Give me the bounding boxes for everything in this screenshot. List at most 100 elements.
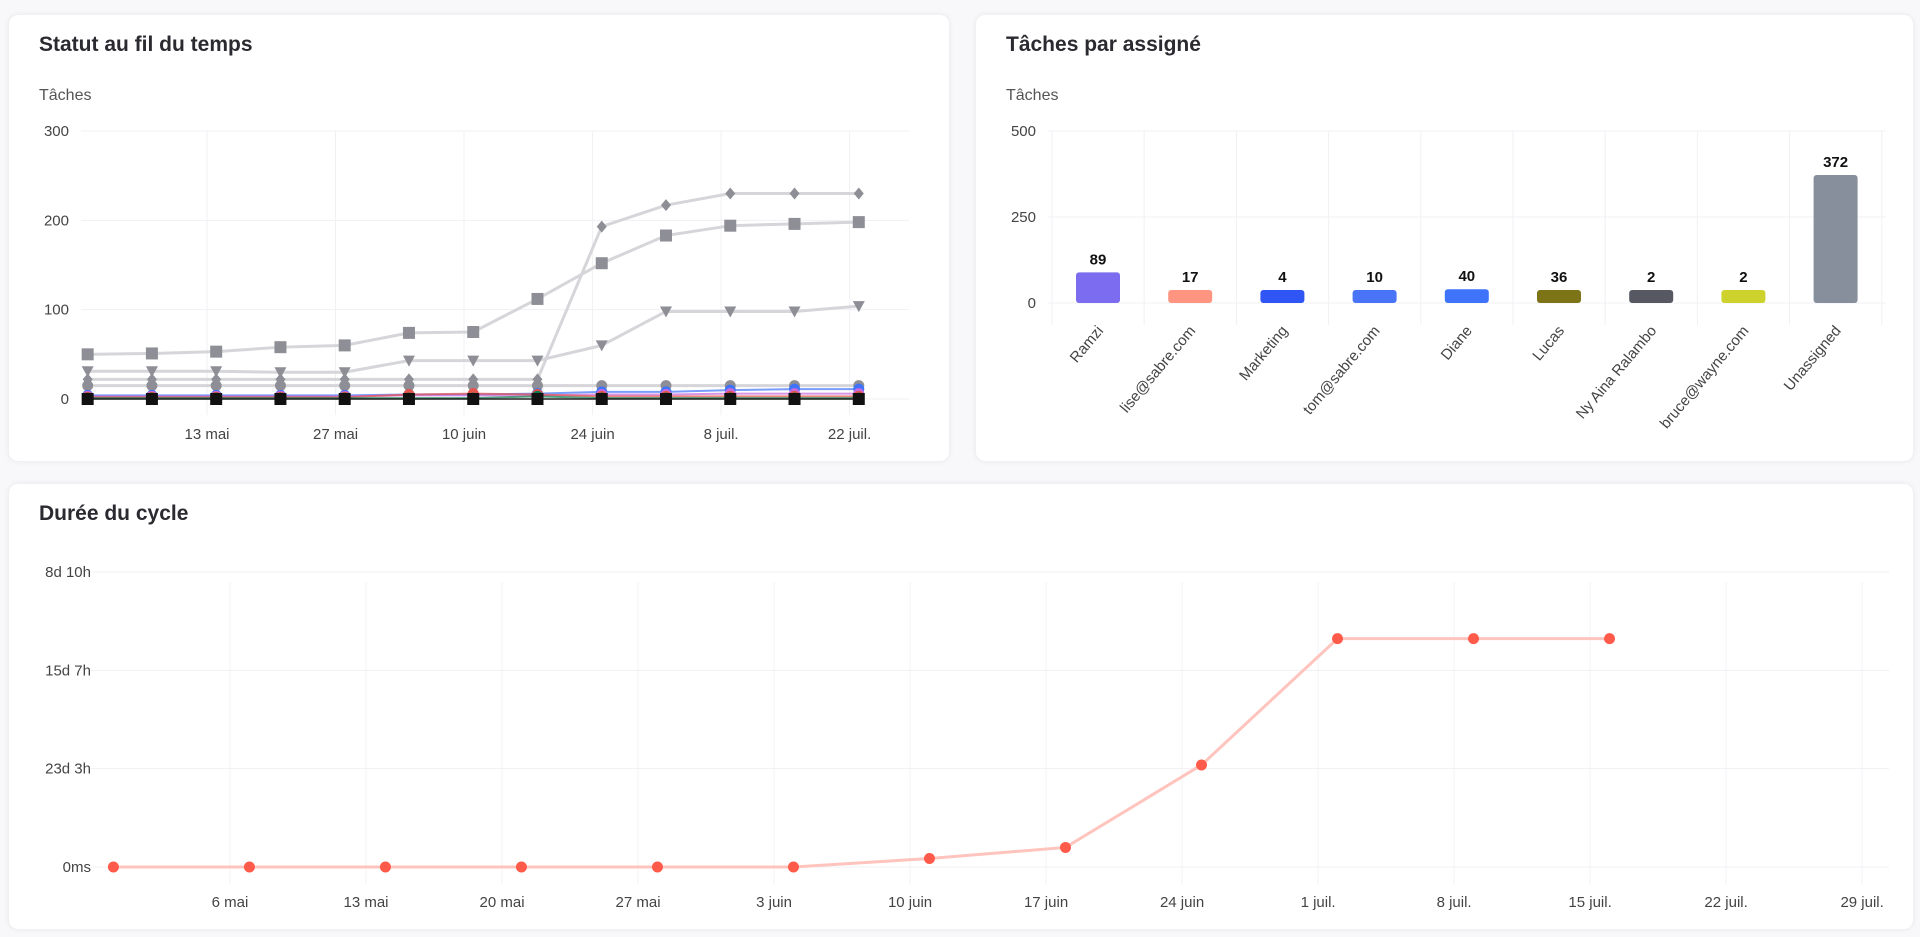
data-point-square (210, 345, 223, 358)
data-point-square (274, 341, 287, 354)
data-point (1468, 633, 1480, 645)
x-tick-label: 29 juil. (1840, 894, 1883, 911)
y-tick-label: 0 (61, 391, 69, 408)
y-tick-label: 23d 3h (45, 761, 91, 778)
y-axis-unit-label: Tâches (39, 87, 92, 104)
data-point-square (788, 393, 801, 405)
bar (1721, 290, 1766, 303)
data-point (243, 861, 255, 873)
bar (1813, 175, 1858, 303)
y-tick-label: 250 (1011, 209, 1036, 226)
bar (1260, 290, 1305, 303)
card-title: Durée du cycle (39, 502, 189, 525)
card-title: Statut au fil du temps (39, 33, 253, 56)
data-point-square (531, 393, 544, 405)
cycle-time-line-chart: 6 mai 13 mai 20 mai 27 mai 3 juin 10 juin 17 j… (45, 564, 1889, 911)
data-point (339, 380, 351, 392)
x-category-label: tom@sabre.com (1300, 323, 1384, 418)
data-point-square (402, 393, 415, 405)
data-point-square (338, 339, 351, 352)
y-tick-label: 300 (44, 123, 69, 140)
data-point (515, 861, 527, 873)
data-point-square (145, 347, 158, 360)
data-point-square (338, 393, 351, 405)
y-tick-label: 0 (1028, 295, 1036, 312)
data-point-triangle (724, 306, 737, 318)
x-tick-label: 1 juil. (1301, 894, 1336, 911)
bar (1352, 290, 1397, 303)
x-tick-label: 24 juin (1160, 894, 1204, 911)
data-point-square (724, 219, 737, 232)
x-tick-label: 22 juil. (1704, 894, 1747, 911)
bar-data-label: 89 (1090, 251, 1107, 268)
bar (1629, 290, 1674, 303)
data-point-square (145, 393, 158, 405)
data-point-square (724, 393, 737, 405)
data-point-diamond (789, 187, 800, 200)
data-point-triangle (595, 340, 608, 352)
data-point-triangle (274, 367, 287, 379)
x-tick-label: 8 juil. (1437, 894, 1472, 911)
data-point (403, 380, 415, 392)
x-tick-label: 6 mai (212, 894, 249, 911)
bar-data-label: 4 (1278, 269, 1287, 286)
y-tick-label: 500 (1011, 123, 1036, 140)
bar (1168, 290, 1213, 303)
y-tick-label: 100 (44, 302, 69, 319)
data-point-triangle (788, 306, 801, 318)
data-point-diamond (725, 187, 736, 200)
card-title: Tâches par assigné (1006, 33, 1201, 56)
x-category-label: Diane (1438, 323, 1476, 364)
data-point (1604, 633, 1616, 645)
bar (1444, 289, 1489, 303)
bar-data-label: 10 (1366, 269, 1383, 286)
y-axis-unit-label: Tâches (1006, 87, 1059, 104)
bar-data-label: 40 (1458, 268, 1475, 285)
data-point-square (660, 229, 672, 242)
data-point-triangle (852, 301, 865, 313)
bar-data-label: 372 (1823, 154, 1848, 171)
x-category-label: Marketing (1236, 323, 1291, 384)
data-point-triangle (531, 355, 544, 367)
data-point-square (595, 393, 608, 405)
data-point (210, 380, 222, 392)
bar (1076, 272, 1120, 303)
data-point (1196, 759, 1207, 771)
data-point (274, 380, 286, 392)
data-point-square (81, 393, 94, 405)
status-over-time-card: Statut au fil du temps Tâches 13 mai 27 m… (8, 14, 950, 462)
data-point-diamond (596, 220, 607, 233)
data-point-triangle (402, 355, 415, 367)
data-point-square (274, 393, 287, 405)
y-tick-label: 8d 10h (45, 564, 91, 581)
bar (1537, 290, 1581, 303)
x-tick-label: 3 juin (756, 894, 792, 911)
x-tick-label: 24 juin (570, 426, 614, 443)
x-tick-label: 17 juin (1024, 894, 1068, 911)
data-point-square (210, 393, 223, 405)
data-point-square (467, 326, 480, 338)
x-category-label: Unassigned (1781, 323, 1845, 395)
x-tick-label: 10 juin (888, 894, 932, 911)
data-point (531, 380, 543, 392)
x-category-label: Lucas (1529, 323, 1568, 365)
data-point-square (402, 326, 415, 339)
data-point-square (852, 216, 865, 229)
bar-data-label: 17 (1182, 269, 1199, 286)
status-line-chart: 13 mai 27 mai 10 juin 24 juin 8 juil. 22 juil… (44, 123, 909, 443)
x-category-label: lise@sabre.com (1117, 323, 1199, 416)
data-point (1059, 841, 1071, 853)
data-point-triangle (210, 366, 223, 378)
data-point-triangle (660, 306, 672, 318)
data-point-square (852, 393, 865, 405)
y-tick-label: 0ms (63, 859, 91, 876)
data-point-diamond (853, 187, 864, 200)
cycle-time-card: Durée du cycle 6 mai 13 mai 20 mai 27 mai 3 … (8, 483, 1914, 930)
data-point-square (531, 292, 544, 305)
data-point-square (467, 393, 480, 405)
x-tick-label: 13 mai (343, 894, 388, 911)
data-point (923, 853, 935, 865)
assignee-bar-chart: 0 250 500 89 Ramzi 17 lise@sabre.com 4 Marketing… (1011, 123, 1886, 432)
data-point-square (660, 393, 672, 405)
y-tick-label: 200 (44, 212, 69, 229)
